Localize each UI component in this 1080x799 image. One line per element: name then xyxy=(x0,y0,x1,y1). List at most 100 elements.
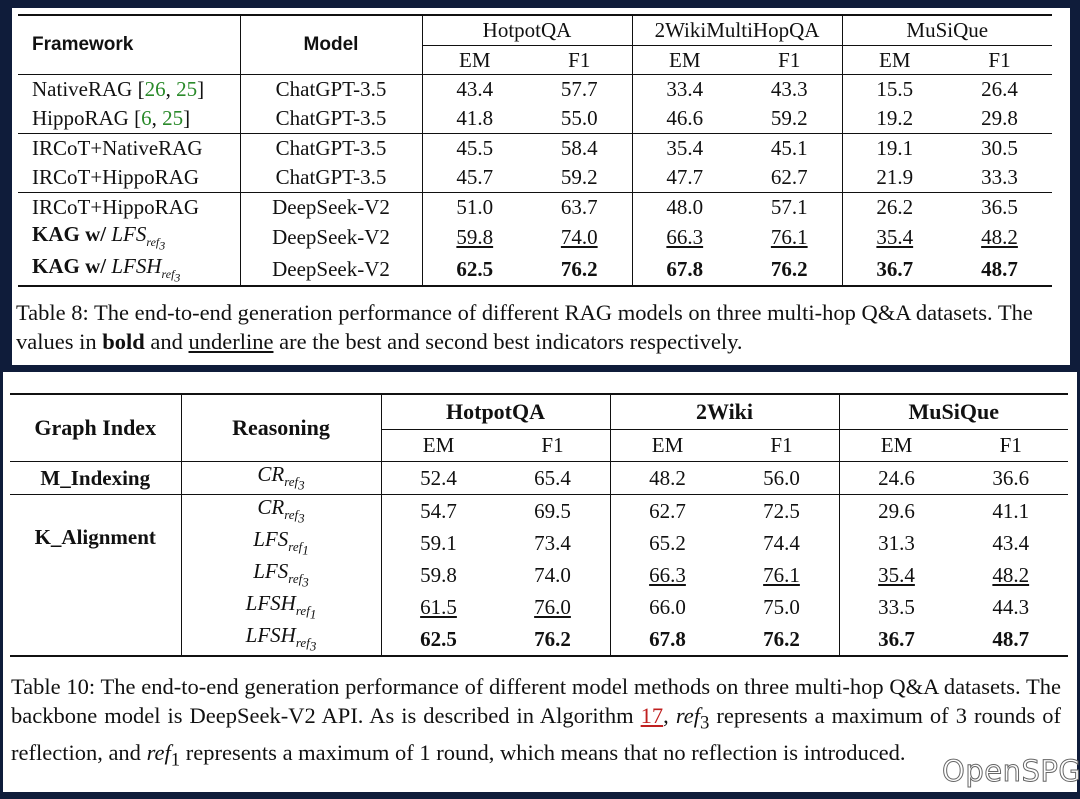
model-cell: ChatGPT-3.5 xyxy=(240,163,423,193)
model-cell: ChatGPT-3.5 xyxy=(240,104,423,134)
value-cell: 74.0 xyxy=(527,222,633,254)
metric-header: EM xyxy=(381,429,496,462)
value-cell: 36.5 xyxy=(947,192,1052,222)
reasoning-cell: CRref3 xyxy=(181,461,382,495)
second-best-value: 66.3 xyxy=(649,562,686,587)
method-name: LFSref3 xyxy=(111,222,165,253)
value-cell: 41.1 xyxy=(953,494,1068,527)
metric-header: F1 xyxy=(737,45,843,75)
caption-text: are the best and second best indicators … xyxy=(273,329,743,354)
value-cell: 66.0 xyxy=(649,594,686,619)
citation: 25 xyxy=(162,106,184,130)
value-cell: 35.4 xyxy=(632,133,737,163)
value-cell: 48.2 xyxy=(610,461,725,495)
reasoning-subsub: 3 xyxy=(302,574,309,590)
framework-header: Framework xyxy=(18,15,241,75)
value-cell: 72.5 xyxy=(724,494,840,527)
reasoning-sub: ref xyxy=(295,603,310,619)
metric-header: F1 xyxy=(947,45,1052,75)
framework-cell: NativeRAG [26, 25] xyxy=(18,74,241,104)
model-cell: DeepSeek-V2 xyxy=(240,192,423,222)
method-subsub: 3 xyxy=(174,270,181,285)
value-cell: 74.0 xyxy=(495,559,611,591)
value-cell: 51.0 xyxy=(422,192,527,222)
metric-header: F1 xyxy=(495,429,611,462)
value-cell: 52.4 xyxy=(381,461,496,495)
method-base: LFS xyxy=(111,222,147,246)
value-cell: 35.4 xyxy=(842,222,947,254)
reasoning-subsub: 3 xyxy=(298,477,305,493)
reasoning-base: CR xyxy=(257,462,285,487)
opensp-watermark: OpenSPG xyxy=(941,754,1080,789)
caption-ref-base: ref xyxy=(675,703,700,728)
value-cell: 59.2 xyxy=(737,104,843,134)
value-cell: 43.3 xyxy=(737,74,843,104)
metric-header: F1 xyxy=(953,429,1068,462)
value-cell: 76.1 xyxy=(724,559,840,591)
reasoning-base: LFS xyxy=(253,559,289,584)
best-value-cell: 67.8 xyxy=(666,256,704,281)
reasoning-sub: ref xyxy=(284,507,299,523)
reasoning-base: LFSH xyxy=(245,623,296,648)
second-best-value: 76.1 xyxy=(770,225,808,250)
caption-underline: underline xyxy=(188,329,274,354)
value-cell: 21.9 xyxy=(876,165,914,189)
value-cell: 55.0 xyxy=(527,104,633,134)
best-value-cell: 48.7 xyxy=(992,626,1030,651)
metric-header: F1 xyxy=(724,429,840,462)
best-value-cell: 76.2 xyxy=(495,623,611,656)
value-cell: 15.5 xyxy=(842,74,947,104)
value-cell: 73.4 xyxy=(495,527,611,559)
caption-ref-sub: 1 xyxy=(170,749,181,770)
citation: 26 xyxy=(144,77,166,101)
framework-name: HippoRAG xyxy=(32,106,129,130)
caption-ref-base: ref xyxy=(146,739,171,765)
dataset-header-musique: MuSiQue xyxy=(908,399,999,424)
metric-header: EM xyxy=(839,429,954,462)
value-cell: 74.4 xyxy=(724,527,840,559)
dataset-header-2wiki: 2Wiki xyxy=(610,394,840,430)
reasoning-sub: ref xyxy=(284,474,299,490)
algorithm-link[interactable]: 17 xyxy=(640,703,664,728)
value-cell: 45.7 xyxy=(456,165,494,189)
method-sub: ref xyxy=(146,235,160,250)
value-cell: 24.6 xyxy=(839,461,954,495)
framework-cell: KAG w/ LFSHref3 xyxy=(18,253,241,287)
reasoning-cell: LFSHref3 xyxy=(181,623,382,656)
table10-caption: Table 10: The end-to-end generation perf… xyxy=(11,672,1061,774)
method-base: LFSH xyxy=(111,253,162,278)
model-cell: DeepSeek-V2 xyxy=(240,253,423,287)
reasoning-base: LFSH xyxy=(245,591,296,616)
value-cell: 29.6 xyxy=(839,494,954,527)
best-value-cell: 36.7 xyxy=(878,626,915,651)
value-cell: 69.5 xyxy=(495,494,611,527)
value-cell: 19.1 xyxy=(842,133,947,163)
reasoning-cell: LFSref3 xyxy=(181,559,382,591)
caption-ref-sub: 3 xyxy=(699,712,710,734)
second-best-value: 76.0 xyxy=(534,594,571,619)
value-cell: 66.3 xyxy=(610,559,725,591)
value-cell: 48.2 xyxy=(954,559,1069,591)
group-label-k-alignment: K_Alignment xyxy=(10,494,182,656)
value-cell: 48.2 xyxy=(947,222,1052,254)
reasoning-cell: CRref3 xyxy=(181,494,382,527)
citation: 25 xyxy=(176,77,198,101)
reasoning-base: LFS xyxy=(253,527,289,552)
value-cell: 43.4 xyxy=(422,74,527,104)
model-cell: ChatGPT-3.5 xyxy=(240,133,423,163)
table10: Graph Index Reasoning HotpotQA 2Wiki MuS… xyxy=(10,393,1068,657)
best-value-cell: 62.5 xyxy=(420,626,457,651)
best-value-cell: 48.7 xyxy=(981,256,1018,281)
metric-header: F1 xyxy=(527,45,633,75)
value-cell: 62.7 xyxy=(610,494,725,527)
citation: 6 xyxy=(141,106,152,130)
caption-text: and xyxy=(144,329,189,354)
graph-index-header: Graph Index xyxy=(10,394,182,462)
framework-cell: IRCoT+HippoRAG xyxy=(18,192,241,222)
model-cell: DeepSeek-V2 xyxy=(240,222,423,254)
dataset-header-hotpotqa: HotpotQA xyxy=(422,15,633,46)
caption-text: , xyxy=(663,703,676,728)
value-cell: 47.7 xyxy=(666,165,704,189)
caption-bold: bold xyxy=(102,329,145,354)
dataset-header-hotpotqa: HotpotQA xyxy=(381,394,611,430)
